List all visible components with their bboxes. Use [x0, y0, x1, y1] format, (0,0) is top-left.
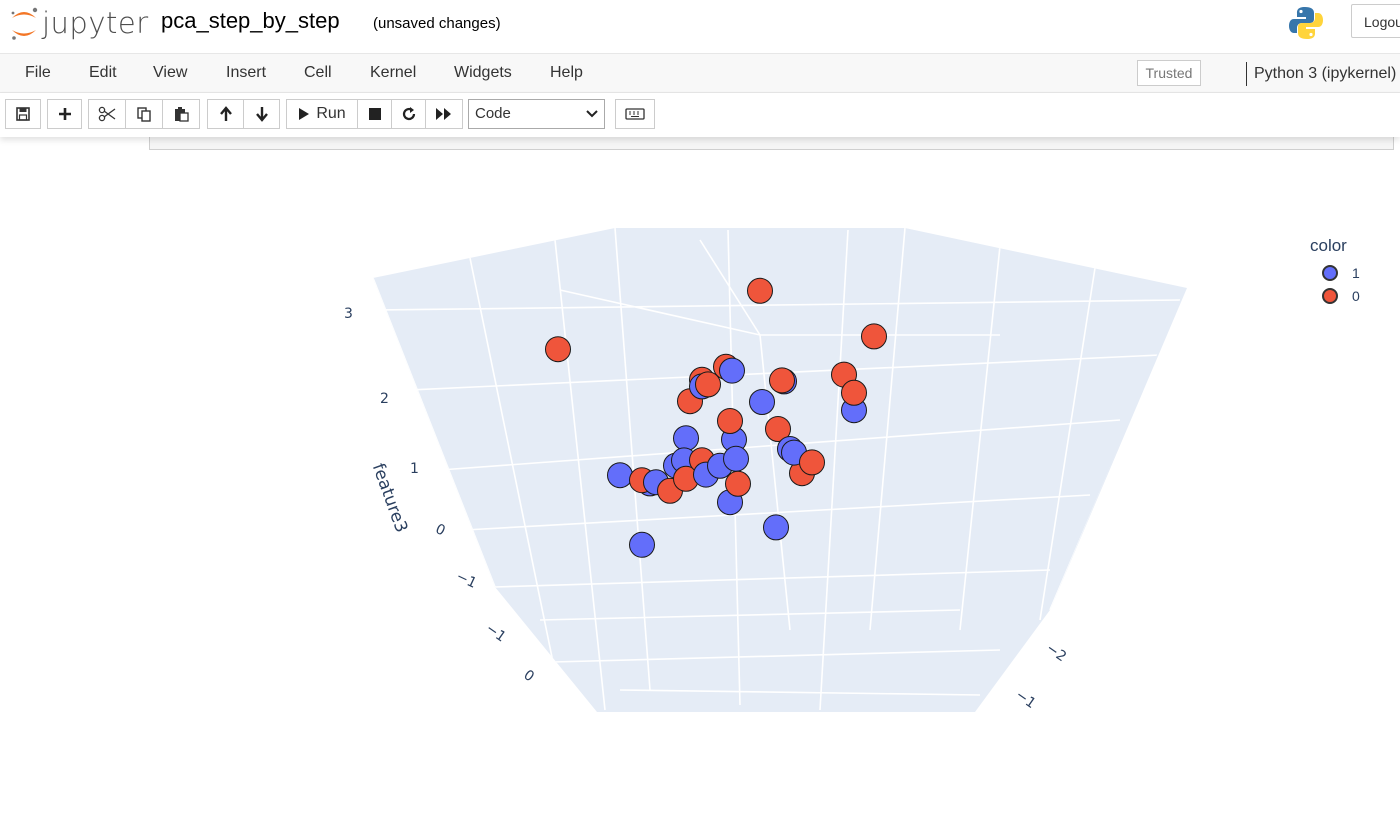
marker-class-0-4[interactable] [769, 367, 795, 394]
legend: color 1 0 [1300, 236, 1390, 306]
marker-class-0-1[interactable] [861, 323, 887, 350]
marker-class-0-11[interactable] [765, 416, 791, 442]
copy-icon [137, 107, 151, 122]
z-tick-0: 0 [433, 521, 448, 539]
save-status: (unsaved changes) [373, 15, 501, 32]
legend-label-1: 1 [1352, 265, 1360, 281]
move-up-button[interactable] [207, 99, 244, 129]
save-button[interactable] [5, 99, 41, 129]
jupyter-wordmark: jupyter [42, 6, 149, 40]
insert-cell-button[interactable] [47, 99, 82, 129]
copy-button[interactable] [125, 99, 163, 129]
notebook-name[interactable]: pca_step_by_step [161, 8, 340, 33]
restart-run-all-button[interactable] [425, 99, 463, 129]
plot-canvas[interactable]: 3 2 1 0 −1 −1 0 −2 −1 feature3 [0, 150, 1400, 827]
marker-class-0-0[interactable] [747, 277, 773, 304]
legend-title: color [1310, 236, 1347, 255]
menubar: File Edit View Insert Cell Kernel Widget… [0, 53, 1400, 93]
marker-class-1-12[interactable] [673, 425, 699, 452]
marker-class-0-15[interactable] [725, 470, 751, 497]
restart-icon [402, 107, 415, 121]
scatter-markers [545, 277, 887, 558]
menu-kernel[interactable]: Kernel [370, 64, 417, 81]
marker-class-0-9[interactable] [717, 408, 743, 434]
cell-type-value: Code [475, 105, 511, 122]
fast-forward-icon [436, 108, 451, 120]
menu-insert[interactable]: Insert [226, 64, 267, 81]
toolbar: Run Code [0, 93, 1400, 137]
marker-class-1-17[interactable] [607, 462, 633, 489]
paste-icon [175, 107, 189, 122]
cut-button[interactable] [88, 99, 126, 129]
notebook-header: jupyter pca_step_by_step (unsaved change… [0, 0, 1400, 52]
marker-class-0-13[interactable] [799, 449, 825, 476]
marker-class-0-6[interactable] [841, 379, 867, 406]
play-icon [299, 108, 310, 120]
interrupt-kernel-button[interactable] [357, 99, 392, 129]
menu-view[interactable]: View [153, 64, 188, 81]
menu-cell[interactable]: Cell [304, 64, 332, 81]
menu-widgets[interactable]: Widgets [454, 64, 512, 81]
arrow-down-icon [255, 107, 268, 122]
marker-class-1-3[interactable] [763, 514, 789, 541]
jupyter-logo-icon [11, 7, 38, 40]
legend-item-0[interactable]: 0 [1322, 287, 1382, 307]
kernel-indicator[interactable]: Python 3 (ipykernel) [1246, 62, 1396, 86]
legend-swatch-1 [1322, 265, 1338, 281]
marker-class-0-18[interactable] [695, 371, 721, 398]
stop-icon [368, 108, 381, 120]
logout-button[interactable]: Logout [1351, 4, 1400, 38]
marker-class-1-6[interactable] [719, 357, 745, 384]
scene-background [373, 228, 1187, 712]
front-tick-0: 0 [520, 667, 536, 685]
run-button[interactable]: Run [286, 99, 358, 129]
scissors-icon [98, 106, 116, 122]
legend-label-0: 0 [1352, 288, 1360, 304]
marker-class-0-8[interactable] [545, 336, 571, 363]
z-tick-neg1: −1 [454, 569, 479, 592]
menu-help[interactable]: Help [550, 64, 583, 81]
move-down-button[interactable] [243, 99, 280, 129]
keyboard-icon [625, 108, 645, 120]
z-tick-3: 3 [344, 306, 353, 322]
code-cell-input[interactable] [149, 137, 1394, 150]
cell-type-select[interactable]: Code [468, 99, 605, 129]
z-axis-label: feature3 [368, 461, 411, 536]
menu-file[interactable]: File [25, 64, 51, 81]
trusted-badge[interactable]: Trusted [1137, 60, 1201, 86]
run-label: Run [316, 105, 346, 122]
python-logo-icon [1287, 4, 1325, 42]
paste-button[interactable] [162, 99, 200, 129]
menu-edit[interactable]: Edit [89, 64, 117, 81]
plotly-3d-scatter[interactable]: 3 2 1 0 −1 −1 0 −2 −1 feature3 color 1 0 [0, 150, 1400, 827]
marker-class-1-4[interactable] [749, 389, 775, 415]
save-icon [16, 107, 30, 121]
front-tick-neg1: −1 [483, 621, 509, 646]
right-tick-neg1: −1 [1012, 687, 1038, 712]
jupyter-logo[interactable]: jupyter [8, 4, 148, 44]
scene-gridlines [373, 228, 1187, 711]
right-tick-neg2: −2 [1043, 640, 1069, 665]
z-tick-1: 1 [410, 461, 419, 477]
restart-kernel-button[interactable] [391, 99, 426, 129]
marker-class-1-2[interactable] [629, 531, 655, 558]
legend-item-1[interactable]: 1 [1322, 264, 1382, 284]
arrow-up-icon [219, 106, 232, 121]
marker-class-1-16[interactable] [723, 445, 749, 472]
command-palette-button[interactable] [615, 99, 655, 129]
legend-swatch-0 [1322, 288, 1338, 304]
plus-icon [58, 108, 71, 120]
chevron-down-icon [586, 110, 598, 118]
z-tick-2: 2 [380, 391, 389, 407]
